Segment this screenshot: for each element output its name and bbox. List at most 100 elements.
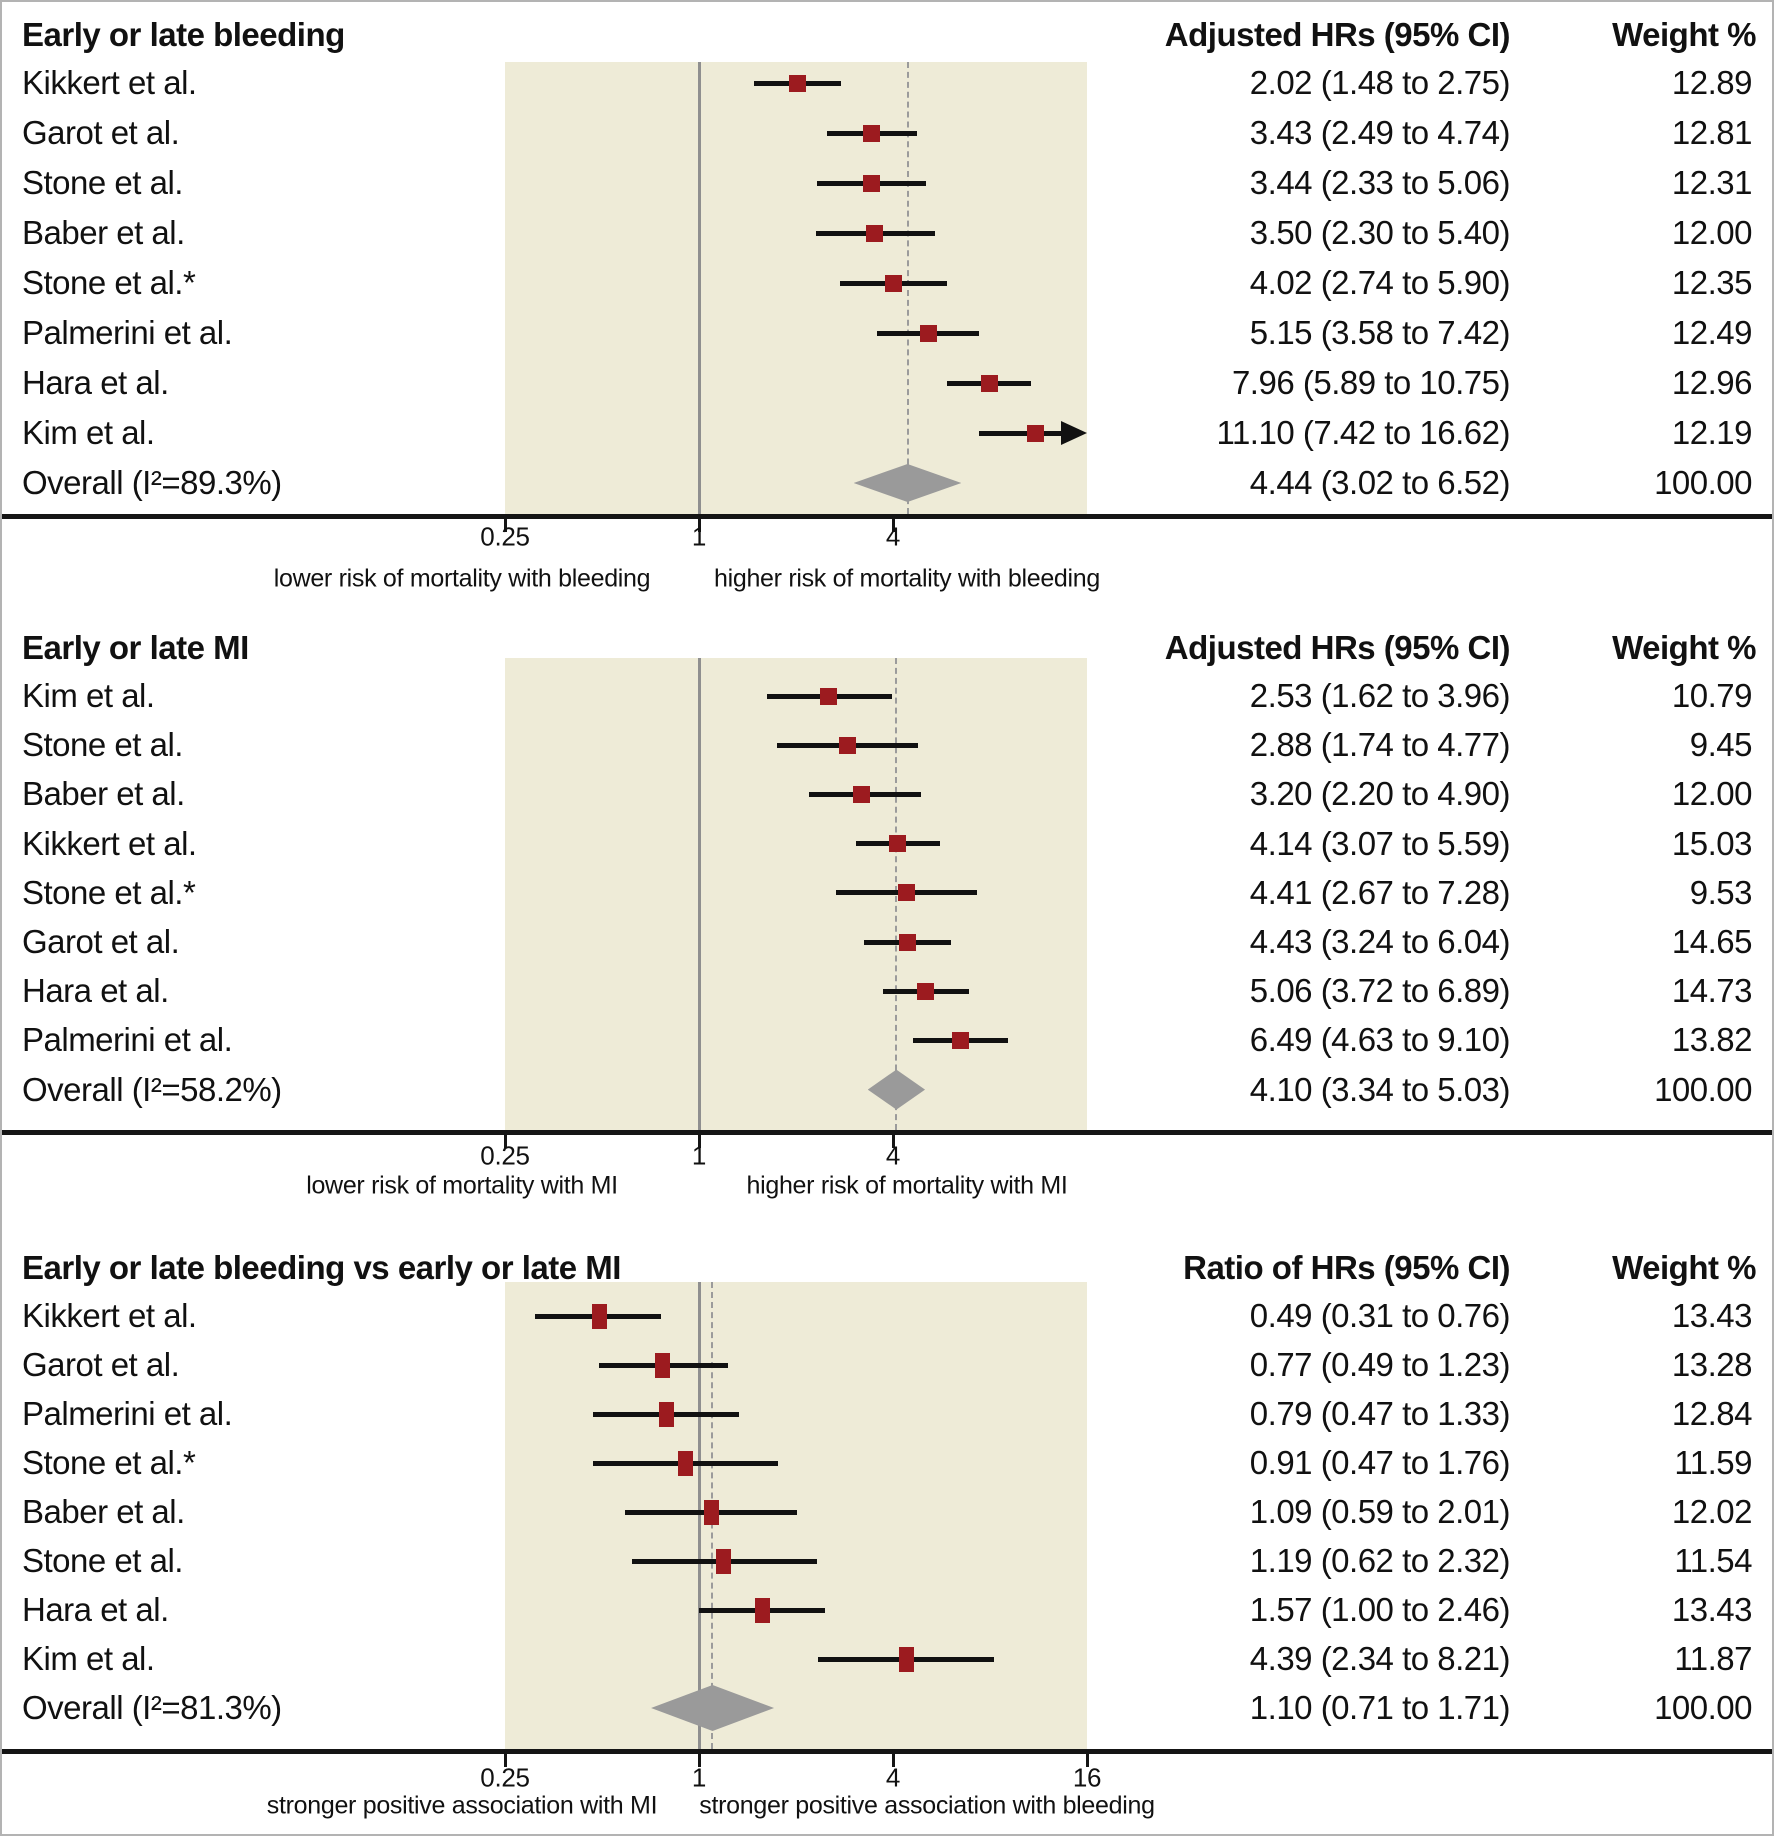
panel-title: Early or late MI <box>22 629 249 666</box>
overall-effect-estimate-text: 4.44 (3.02 to 6.52) <box>1249 464 1511 501</box>
effect-estimate-text: 0.91 (0.47 to 1.76) <box>1249 1444 1511 1481</box>
effect-estimate-text: 1.57 (1.00 to 2.46) <box>1249 1591 1511 1628</box>
study-label: Baber et al. <box>22 214 185 251</box>
axis-line <box>2 514 1772 519</box>
point-estimate-marker <box>703 1499 719 1525</box>
weight-text: 11.59 <box>1674 1444 1752 1481</box>
plot-area <box>505 658 1087 1130</box>
effect-estimate-text: 2.53 (1.62 to 3.96) <box>1249 677 1511 714</box>
panel-title: Early or late bleeding vs early or late … <box>22 1249 621 1286</box>
effect-estimate-text: 1.19 (0.62 to 2.32) <box>1249 1542 1511 1579</box>
axis-tick <box>697 519 701 532</box>
axis-tick-label: 4 <box>885 1140 901 1171</box>
effect-estimate-text: 4.02 (2.74 to 5.90) <box>1249 264 1511 301</box>
study-label: Baber et al. <box>22 1493 185 1530</box>
point-estimate-marker <box>838 736 856 754</box>
axis-line <box>2 1130 1772 1135</box>
axis-tick-label: 0.25 <box>480 1762 530 1793</box>
weight-text: 12.31 <box>1671 164 1753 201</box>
weight-text: 12.89 <box>1671 64 1753 101</box>
overall-weight-text: 100.00 <box>1654 1070 1752 1108</box>
effect-column-header: Adjusted HRs (95% CI) <box>1164 629 1511 666</box>
reference-line <box>698 658 701 1130</box>
point-estimate-marker <box>678 1450 694 1476</box>
overall-dashed-line <box>906 62 909 514</box>
study-label: Garot et al. <box>22 1346 180 1383</box>
point-estimate-marker <box>898 1646 914 1672</box>
effect-column-header: Ratio of HRs (95% CI) <box>1183 1249 1510 1286</box>
study-label: Hara et al. <box>22 1591 169 1628</box>
reference-line <box>698 62 701 514</box>
plot-area <box>505 62 1087 514</box>
weight-text: 13.43 <box>1671 1297 1753 1334</box>
axis-direction-label-left: lower risk of mortality with bleeding <box>273 564 651 593</box>
point-estimate-marker <box>898 933 916 951</box>
weight-text: 11.87 <box>1674 1640 1752 1677</box>
effect-estimate-text: 0.77 (0.49 to 1.23) <box>1249 1346 1511 1383</box>
study-label: Kim et al. <box>22 1640 155 1677</box>
study-label: Stone et al. <box>22 726 183 764</box>
point-estimate-marker <box>591 1303 607 1329</box>
axis-direction-label-right: higher risk of mortality with bleeding <box>713 564 1101 593</box>
study-label: Palmerini et al. <box>22 1021 233 1059</box>
overall-effect-estimate-text: 1.10 (0.71 to 1.71) <box>1249 1689 1511 1726</box>
weight-text: 13.28 <box>1671 1346 1753 1383</box>
overall-label: Overall (I²=89.3%) <box>22 464 282 501</box>
axis-tick <box>891 1754 895 1767</box>
weight-text: 12.49 <box>1671 314 1753 351</box>
weight-column-header: Weight % <box>1612 1249 1756 1286</box>
axis-tick <box>697 1754 701 1767</box>
weight-text: 12.19 <box>1671 414 1753 451</box>
axis-tick-label: 4 <box>885 1762 901 1793</box>
weight-text: 12.00 <box>1671 214 1753 251</box>
axis-tick <box>1085 1754 1089 1767</box>
overall-label: Overall (I²=81.3%) <box>22 1689 282 1726</box>
axis-tick-label: 16 <box>1072 1762 1102 1793</box>
study-label: Kikkert et al. <box>22 64 197 101</box>
ci-arrow-right <box>1061 421 1087 445</box>
study-label: Baber et al. <box>22 775 185 813</box>
weight-text: 13.43 <box>1671 1591 1753 1628</box>
overall-effect-estimate-text: 4.10 (3.34 to 5.03) <box>1249 1070 1511 1108</box>
effect-estimate-text: 4.43 (3.24 to 6.04) <box>1249 923 1511 960</box>
axis-tick <box>503 1135 507 1148</box>
axis-direction-label-right: stronger positive association with bleed… <box>699 1791 1155 1820</box>
weight-text: 12.84 <box>1671 1395 1753 1432</box>
effect-estimate-text: 0.49 (0.31 to 0.76) <box>1249 1297 1511 1334</box>
panel-title: Early or late bleeding <box>22 16 345 53</box>
effect-estimate-text: 4.41 (2.67 to 7.28) <box>1249 873 1511 911</box>
effect-estimate-text: 3.50 (2.30 to 5.40) <box>1249 214 1511 251</box>
weight-column-header: Weight % <box>1612 629 1756 666</box>
weight-text: 14.65 <box>1671 923 1753 960</box>
axis-direction-label-left: stronger positive association with MI <box>266 1791 658 1820</box>
axis-tick-label: 1 <box>691 521 707 552</box>
point-estimate-marker <box>917 982 935 1000</box>
plot-area <box>505 1282 1087 1749</box>
point-estimate-marker <box>863 174 881 192</box>
study-label: Kikkert et al. <box>22 1297 197 1334</box>
point-estimate-marker <box>715 1548 731 1574</box>
study-label: Stone et al.* <box>22 873 196 911</box>
effect-estimate-text: 3.44 (2.33 to 5.06) <box>1249 164 1511 201</box>
overall-weight-text: 100.00 <box>1654 464 1752 501</box>
weight-text: 12.02 <box>1671 1493 1753 1530</box>
study-label: Kikkert et al. <box>22 824 197 862</box>
study-label: Stone et al. <box>22 164 183 201</box>
weight-text: 13.82 <box>1671 1021 1753 1059</box>
weight-text: 9.45 <box>1689 726 1753 764</box>
effect-estimate-text: 4.39 (2.34 to 8.21) <box>1249 1640 1511 1677</box>
study-label: Stone et al.* <box>22 264 196 301</box>
axis-direction-label-right: higher risk of mortality with MI <box>746 1171 1068 1200</box>
weight-text: 12.81 <box>1671 114 1753 151</box>
weight-column-header: Weight % <box>1612 16 1756 53</box>
axis-tick-label: 0.25 <box>480 1140 530 1171</box>
effect-estimate-text: 5.15 (3.58 to 7.42) <box>1249 314 1511 351</box>
axis-tick-label: 1 <box>691 1140 707 1171</box>
effect-estimate-text: 1.09 (0.59 to 2.01) <box>1249 1493 1511 1530</box>
weight-text: 12.35 <box>1671 264 1753 301</box>
study-label: Stone et al. <box>22 1542 183 1579</box>
axis-tick <box>697 1135 701 1148</box>
weight-text: 12.00 <box>1671 775 1753 813</box>
axis-tick <box>503 519 507 532</box>
effect-estimate-text: 3.43 (2.49 to 4.74) <box>1249 114 1511 151</box>
